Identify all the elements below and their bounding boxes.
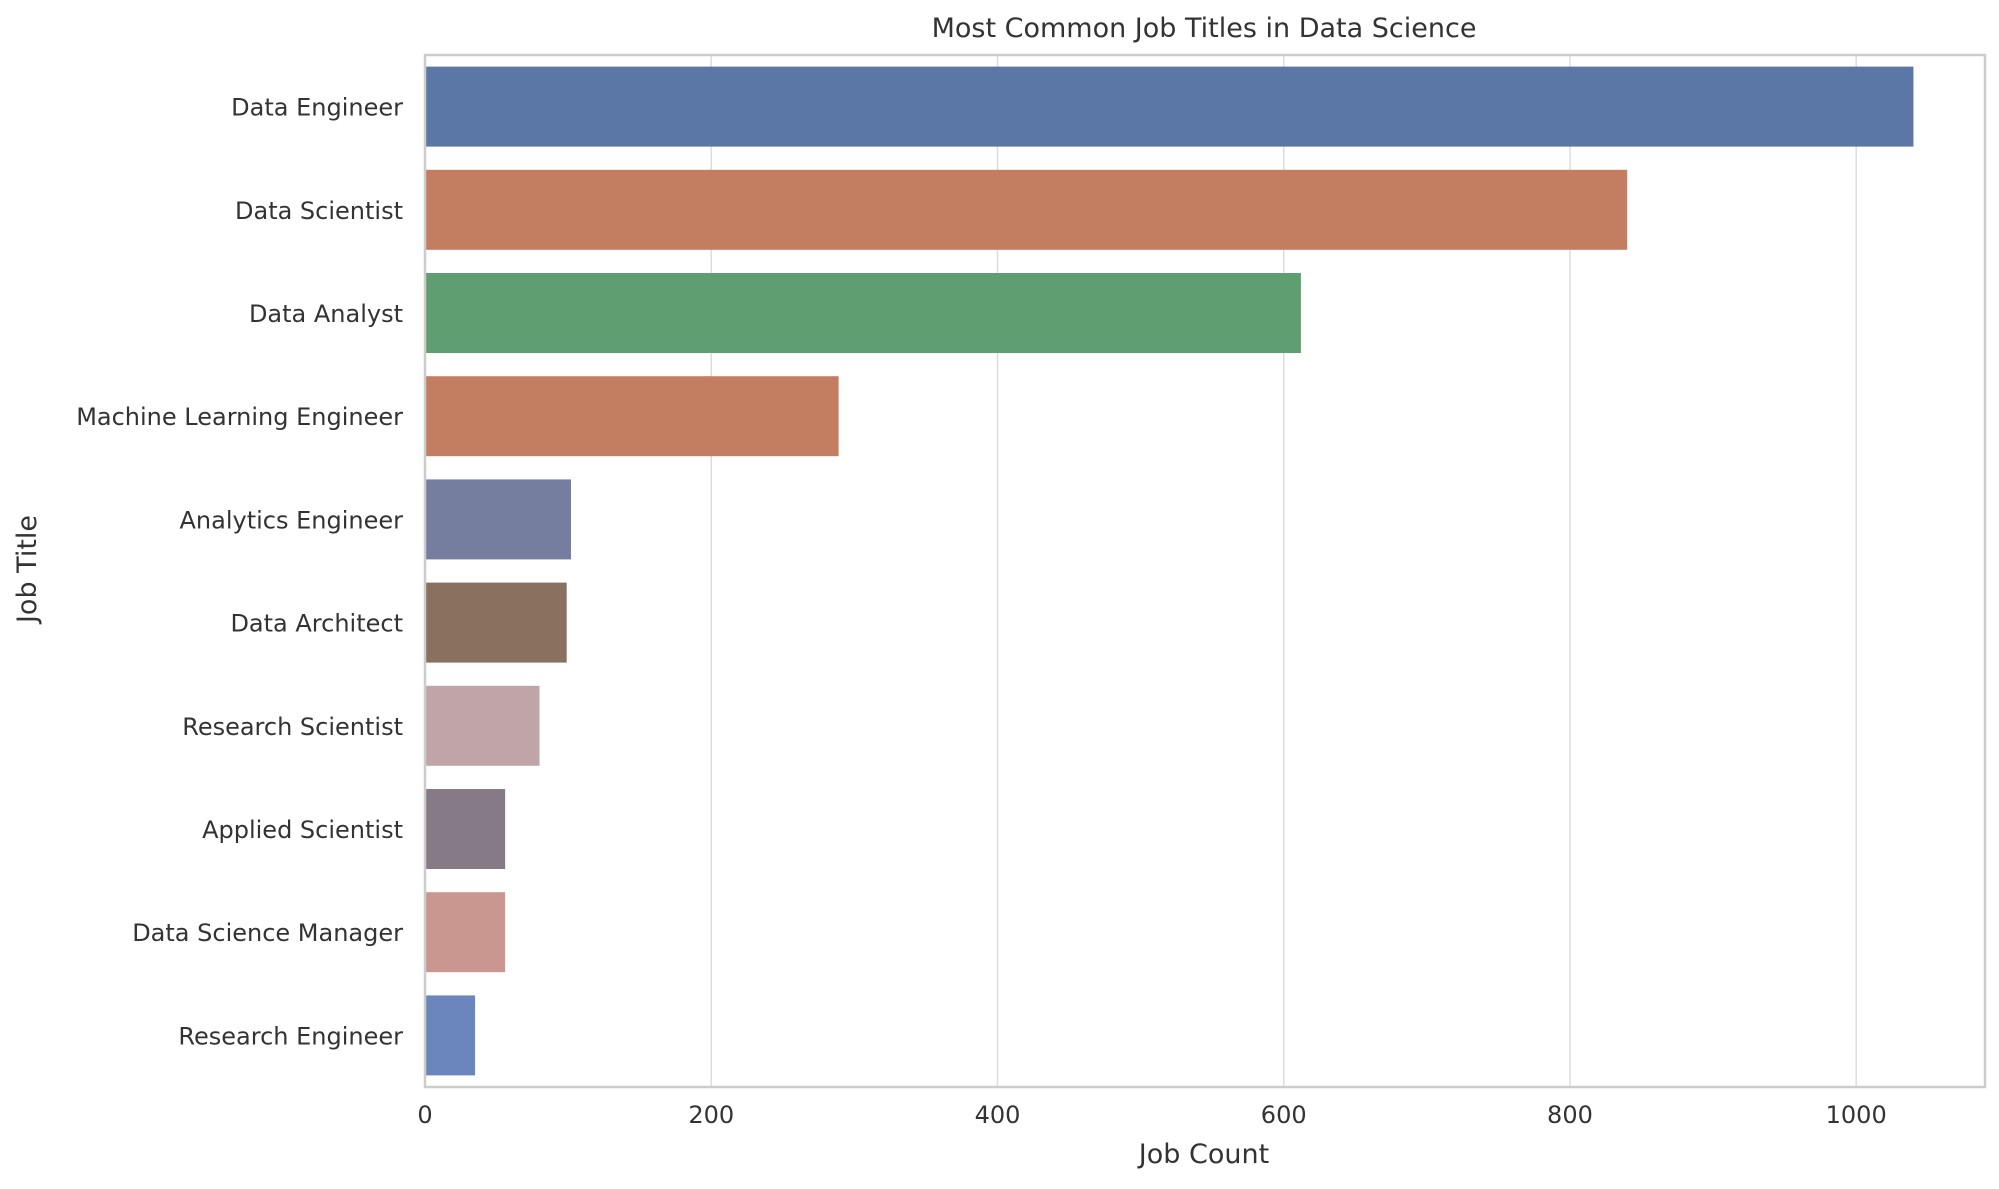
bar <box>425 789 506 869</box>
bar <box>425 273 1301 353</box>
bar <box>425 169 1628 250</box>
y-tick-label: Analytics Engineer <box>180 506 404 534</box>
y-tick-label: Data Analyst <box>249 300 403 328</box>
y-tick-label: Data Engineer <box>231 94 403 122</box>
x-tick-label: 200 <box>688 1101 734 1129</box>
x-tick-label: 0 <box>417 1101 432 1129</box>
plot-frame <box>423 53 1987 1089</box>
bars <box>425 66 1914 1076</box>
bar <box>425 582 567 663</box>
bar <box>425 892 506 973</box>
y-tick-label: Research Engineer <box>178 1022 403 1050</box>
y-axis-label: Job Title <box>12 515 43 625</box>
y-tick-label: Data Science Manager <box>132 919 403 947</box>
bar <box>425 479 571 560</box>
bar <box>425 66 1914 147</box>
y-tick-labels: Data Engineer Data Scientist Data Analyst M… <box>76 94 403 1051</box>
y-tick-label: Data Architect <box>230 610 403 638</box>
x-tick-label: 800 <box>1547 1101 1593 1129</box>
x-tick-label: 600 <box>1261 1101 1307 1129</box>
y-tick-label: Applied Scientist <box>202 816 403 844</box>
y-tick-label: Machine Learning Engineer <box>76 403 403 431</box>
x-tick-label: 400 <box>975 1101 1021 1129</box>
y-tick-label: Data Scientist <box>235 197 403 225</box>
x-tick-label: 1000 <box>1826 1101 1887 1129</box>
x-axis-label: Job Count <box>1137 1139 1269 1170</box>
chart-title: Most Common Job Titles in Data Science <box>932 13 1477 44</box>
y-tick-label: Research Scientist <box>182 713 403 741</box>
bar <box>425 685 540 766</box>
x-tick-labels: 0 200 400 600 800 1000 <box>417 1101 1886 1129</box>
bar <box>425 995 476 1076</box>
bar <box>425 376 839 457</box>
